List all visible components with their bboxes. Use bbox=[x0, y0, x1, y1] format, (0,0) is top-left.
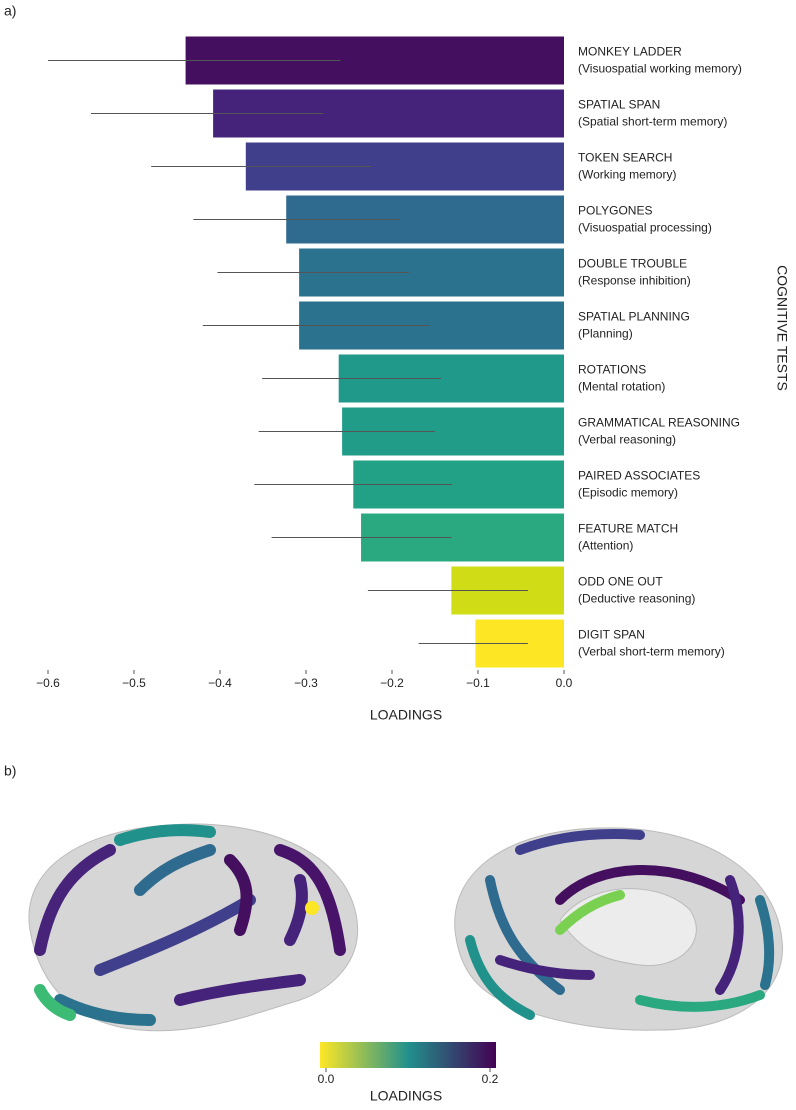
category-description: (Working memory) bbox=[578, 168, 676, 182]
colorbar-tick-label: 0.0 bbox=[318, 1072, 335, 1086]
category-description: (Visuospatial working memory) bbox=[578, 62, 742, 76]
category-label: GRAMMATICAL REASONING bbox=[578, 416, 740, 430]
x-tick-label: 0.0 bbox=[556, 676, 573, 690]
category-description: (Deductive reasoning) bbox=[578, 592, 695, 606]
colorbar bbox=[320, 1042, 496, 1068]
x-tick-label: −0.5 bbox=[122, 676, 146, 690]
category-description: (Response inhibition) bbox=[578, 274, 691, 288]
panel-label: b) bbox=[4, 763, 16, 779]
category-label: PAIRED ASSOCIATES bbox=[578, 469, 700, 483]
category-description: (Spatial short-term memory) bbox=[578, 115, 727, 129]
y-axis-label: COGNITIVE TESTS bbox=[774, 265, 790, 391]
x-tick-label: −0.1 bbox=[466, 676, 490, 690]
category-description: (Episodic memory) bbox=[578, 486, 678, 500]
category-description: (Verbal short-term memory) bbox=[578, 645, 725, 659]
panel-label: a) bbox=[4, 3, 16, 19]
category-label: DIGIT SPAN bbox=[578, 628, 645, 642]
category-label: MONKEY LADDER bbox=[578, 45, 682, 59]
category-label: FEATURE MATCH bbox=[578, 522, 678, 536]
brain-medial bbox=[454, 827, 783, 1031]
category-label: ODD ONE OUT bbox=[578, 575, 663, 589]
x-tick-label: −0.3 bbox=[294, 676, 318, 690]
x-tick-label: −0.6 bbox=[36, 676, 60, 690]
category-label: SPATIAL SPAN bbox=[578, 98, 660, 112]
category-label: DOUBLE TROUBLE bbox=[578, 257, 687, 271]
colorbar-label: LOADINGS bbox=[370, 1088, 442, 1104]
category-description: (Planning) bbox=[578, 327, 633, 341]
x-tick-label: −0.2 bbox=[380, 676, 404, 690]
category-description: (Visuospatial processing) bbox=[578, 221, 712, 235]
category-label: SPATIAL PLANNING bbox=[578, 310, 690, 324]
category-label: ROTATIONS bbox=[578, 363, 646, 377]
colorbar-tick-label: 0.2 bbox=[482, 1072, 499, 1086]
category-description: (Verbal reasoning) bbox=[578, 433, 676, 447]
x-axis-label: LOADINGS bbox=[370, 707, 442, 723]
category-label: POLYGONES bbox=[578, 204, 652, 218]
category-description: (Attention) bbox=[578, 539, 633, 553]
x-tick-label: −0.4 bbox=[208, 676, 232, 690]
category-description: (Mental rotation) bbox=[578, 380, 665, 394]
category-label: TOKEN SEARCH bbox=[578, 151, 672, 165]
brain-lateral bbox=[28, 823, 359, 1032]
